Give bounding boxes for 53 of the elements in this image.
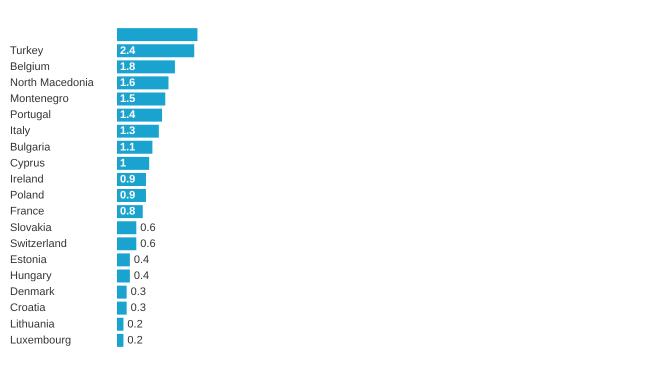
- y-tick-label: Portugal: [10, 109, 51, 122]
- data-label: 0.9: [120, 190, 136, 202]
- bar: [117, 237, 136, 250]
- data-label: 0.2: [127, 334, 143, 346]
- data-label: 1.3: [120, 125, 136, 138]
- bar: [117, 156, 150, 170]
- data-label: 2.4: [120, 44, 136, 57]
- data-label: 1.1: [120, 141, 136, 154]
- y-tick-label: Belgium: [10, 60, 50, 73]
- y-tick-label: Italy: [10, 125, 31, 138]
- y-tick-label: Switzerland: [10, 238, 67, 250]
- bar: [117, 28, 198, 42]
- y-tick-label: Denmark: [10, 286, 56, 298]
- data-label: 0.6: [140, 238, 156, 250]
- bar: [117, 92, 166, 106]
- y-tick-label: Hungary: [10, 270, 52, 282]
- data-label: 0.4: [134, 270, 150, 282]
- data-label: 0.9: [120, 173, 136, 186]
- y-tick-label: Bulgaria: [10, 141, 52, 154]
- y-tick-label: Cyprus: [10, 157, 46, 170]
- data-label: 0.3: [130, 302, 146, 314]
- data-label: 0.4: [134, 254, 150, 266]
- y-tick-label: Croatia: [10, 302, 46, 314]
- bar: [117, 253, 130, 266]
- y-tick-label: Luxembourg: [10, 334, 72, 346]
- y-tick-label: North Macedonia: [10, 76, 95, 89]
- bar: [117, 286, 127, 299]
- bar: [117, 334, 124, 347]
- data-label: 1.4: [120, 109, 136, 122]
- data-label: 1.6: [120, 76, 136, 89]
- bar: [117, 76, 168, 90]
- y-tick-label: Slovakia: [10, 222, 52, 234]
- data-label: 0.6: [140, 222, 156, 234]
- bar: [117, 221, 136, 234]
- y-tick-label: Poland: [10, 190, 44, 202]
- bar: [117, 108, 162, 122]
- bar: [117, 318, 124, 331]
- data-label: 1: [120, 157, 126, 170]
- data-label: 1.8: [120, 60, 136, 73]
- y-tick-label: Turkey: [10, 44, 44, 57]
- data-label: 1.5: [120, 93, 136, 106]
- data-label: 0.8: [120, 206, 136, 218]
- y-tick-label: Estonia: [10, 254, 48, 266]
- bar: [117, 60, 175, 74]
- y-tick-label: France: [10, 206, 44, 218]
- bar: [117, 44, 194, 58]
- bar: [117, 302, 127, 315]
- y-tick-label: Ireland: [10, 173, 44, 186]
- data-label: 0.3: [130, 286, 146, 298]
- y-tick-label: Montenegro: [10, 93, 69, 106]
- y-tick-label: Lithuania: [10, 318, 56, 330]
- data-label: 0.2: [127, 318, 143, 330]
- bar: [117, 270, 130, 282]
